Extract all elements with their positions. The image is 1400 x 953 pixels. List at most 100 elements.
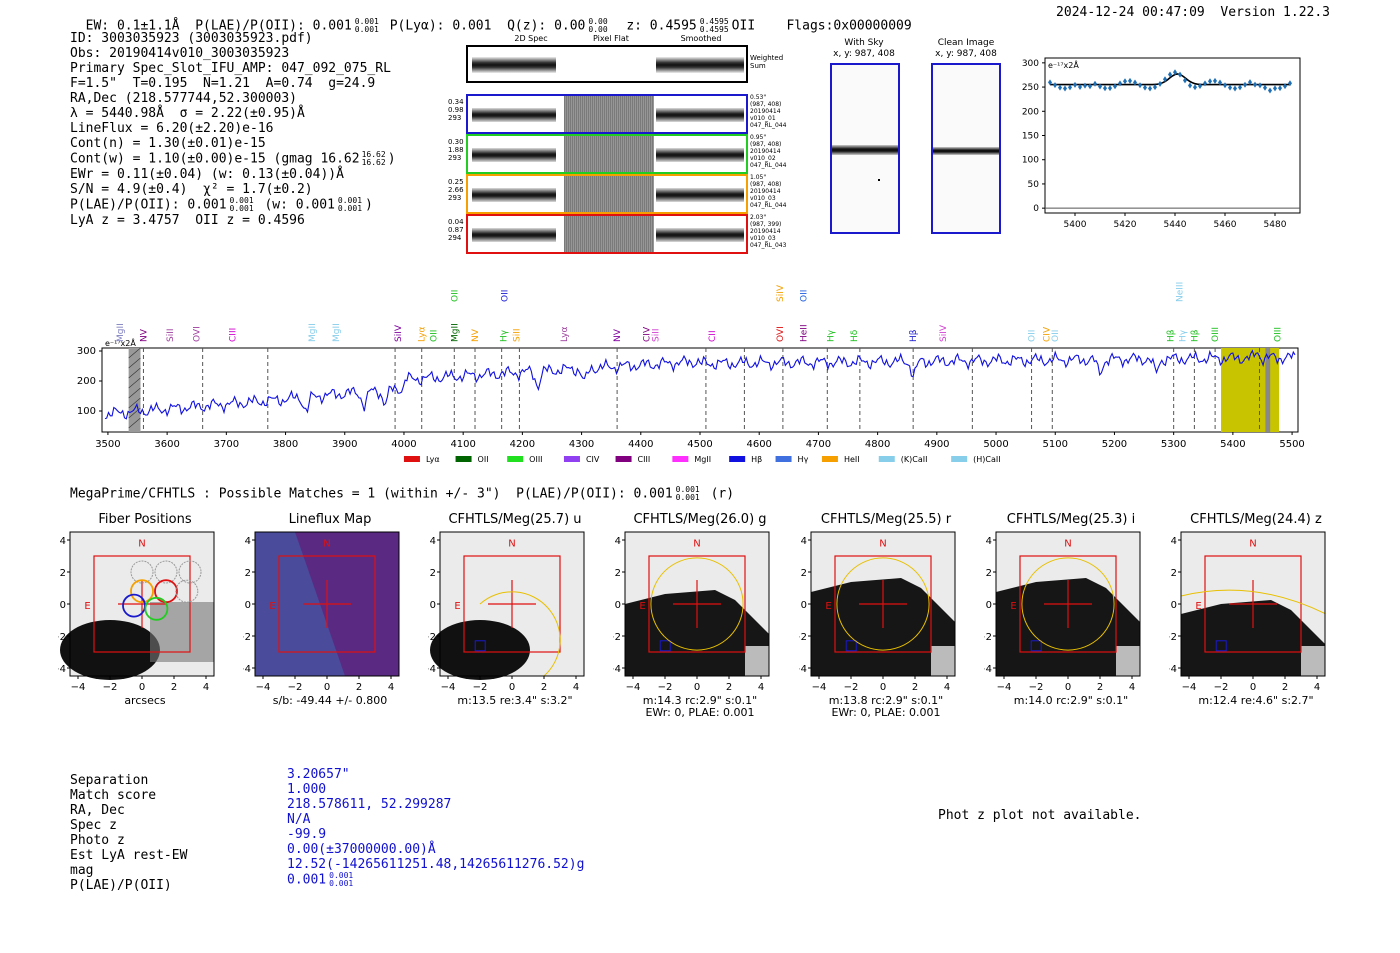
spectral-line-label: HeII	[800, 324, 810, 342]
cutout-xtick-label: −4	[997, 682, 1012, 693]
spec2d-meta: 20190414	[750, 108, 781, 115]
legend-label: Hγ	[798, 455, 809, 464]
zoom-data-point	[1163, 76, 1167, 83]
spec2d-meta: 20190414	[750, 148, 781, 155]
value-photo-z: -99.9	[287, 827, 327, 842]
zoom-data-point	[1253, 81, 1257, 88]
info-sn: S/N = 4.9(±0.4) χ² = 1.7(±0.2)	[70, 182, 313, 197]
spec2d-row-3	[466, 174, 748, 214]
spec2d-flat-strip	[564, 96, 654, 132]
spec2d-stat: 0.98	[448, 106, 464, 114]
zoom-ytick-label: 300	[1022, 59, 1039, 69]
zoom-data-point	[1248, 79, 1252, 86]
clean-trace	[933, 147, 999, 155]
zoom-data-point	[1083, 82, 1087, 89]
aperture-ellipse	[1180, 589, 1326, 615]
cutout-ytick-label: 0	[801, 600, 807, 611]
label-plae: P(LAE)/P(OII)	[70, 878, 172, 893]
cutout-ytick-label: 2	[245, 568, 251, 579]
spec2d-row-left-stats: 0.04 0.87 294	[448, 218, 464, 242]
spectral-line-label: CIV	[643, 326, 653, 342]
fiber-circle	[130, 560, 154, 584]
zoom-data-point	[1213, 77, 1217, 84]
edge-region	[931, 646, 955, 676]
zoom-data-point	[1188, 82, 1192, 89]
zoom-data-point	[1198, 82, 1202, 89]
cutout-panel-5: N E 4 −4 2 −2 0 0 −2 2 −4 4	[799, 531, 956, 693]
legend-swatch	[563, 456, 580, 462]
galaxy-blob	[625, 590, 769, 676]
compass-north: N	[693, 538, 700, 549]
header-flags: Flags:0x00000009	[786, 18, 912, 34]
spectral-line-label: OVI	[776, 326, 786, 342]
spec2d-row-right-meta: 1.05" (987, 408) 20190414 v010_03 047_RL_044	[750, 174, 794, 209]
cutout-caption-line: m:13.5 re:3.4" s:3.2"	[457, 694, 573, 707]
spectral-line-label: OIII	[1211, 327, 1221, 342]
cutout-xtick-label: −4	[256, 682, 271, 693]
aperture-box	[648, 555, 746, 653]
full-unit: e⁻¹⁷x2Å	[105, 337, 136, 348]
cutout-panel-7: N E 4 −4 2 −2 0 0 −2 2 −4 4	[1169, 531, 1326, 693]
info-obs: Obs: 20190414v010_3003035923	[70, 46, 290, 61]
cutout-title: Fiber Positions	[98, 512, 192, 527]
info-radec: RA,Dec (218.577744,52.300003)	[70, 91, 297, 106]
header-qz: Q(z): 0.00	[507, 18, 586, 34]
cutout-ytick-label: 0	[60, 600, 66, 611]
cutout-caption: m:13.5 re:3.4" s:3.2"	[430, 695, 600, 707]
cutout-title: CFHTLS/Meg(24.4) z	[1190, 512, 1322, 527]
cutout-caption-line: s/b: -49.44 +/- 0.800	[272, 694, 388, 707]
spec2d-2d-strip	[472, 228, 556, 242]
full-ytick-label: 300	[77, 346, 96, 357]
legend-label: MgII	[694, 455, 711, 464]
legend-label: (H)CaII	[973, 455, 1000, 464]
spectral-line-label: MgII	[116, 323, 126, 342]
spec2d-panel: 2D Spec Pixel Flat Smoothed Weighted Sum…	[448, 34, 793, 256]
spec2d-stat: 0.87	[448, 226, 464, 234]
legend-label: Lyα	[426, 455, 440, 464]
header-z-line: OII	[731, 18, 756, 34]
matches-line: MegaPrime/CFHTLS : Possible Matches = 1 …	[70, 486, 734, 502]
info-redshifts: LyA z = 3.4757 OII z = 0.4596	[70, 213, 305, 228]
cutout-ytick-label: −4	[428, 664, 436, 675]
spec2d-stat: 294	[448, 234, 462, 242]
spectral-line-label: Hγ	[1179, 329, 1189, 342]
spec2d-meta: 047_RL_044	[750, 202, 787, 209]
compass-north: N	[323, 538, 330, 549]
cutout-xtick-label: 2	[171, 682, 177, 693]
zoom-data-point	[1233, 85, 1237, 92]
spectral-line-label: Lyα	[418, 326, 428, 342]
zoom-frame	[1044, 57, 1301, 214]
zoom-data-point	[1168, 71, 1172, 78]
spec2d-meta: 047_RL_043	[750, 242, 787, 249]
cutout-ytick-label: 0	[245, 600, 251, 611]
info-slot: Primary Spec_Slot_IFU_AMP: 047_092_075_R…	[70, 61, 391, 76]
cutout-ytick-label: 2	[1171, 568, 1177, 579]
header-plya: P(Lyα): 0.001	[389, 18, 492, 34]
zoom-data-point	[1048, 79, 1052, 86]
header-qz-frac: 0.00 0.00	[588, 17, 608, 34]
cutout-caption: s/b: -49.44 +/- 0.800	[245, 695, 415, 707]
cutout-caption-line: m:13.8 rc:2.9" s:0.1"	[828, 694, 944, 707]
weighted-sum-box	[466, 45, 748, 83]
aperture-box	[834, 555, 932, 653]
spectral-line-label: Hβ	[909, 329, 919, 342]
zoom-data-point	[1203, 80, 1207, 87]
spectral-line-label: Hβ	[1167, 329, 1177, 342]
hatch-line	[128, 417, 141, 429]
spec2d-row-4	[466, 214, 748, 254]
zoom-data-point	[1138, 82, 1142, 89]
cutout-xtick-label: 4	[1129, 682, 1135, 693]
cutout-xtick-label: −2	[288, 682, 303, 693]
full-xtick-label: 4300	[569, 439, 594, 450]
header-datetime: 2024-12-24 00:47:09	[1056, 5, 1205, 20]
cutout-xtick-label: 0	[139, 682, 145, 693]
clean-title: Clean Image	[937, 38, 995, 48]
spec2d-stat: 293	[448, 114, 462, 122]
spectral-line-label: OVI	[193, 326, 203, 342]
cutout-ytick-label: −2	[1169, 632, 1177, 643]
compass-north: N	[1064, 538, 1071, 549]
cutout-ytick-label: −2	[984, 632, 992, 643]
value-mag: 12.52(-14265611251.48,14265611276.52)g	[287, 857, 585, 872]
info-plae: P(LAE)/P(OII): 0.001 0.001 0.001 (w: 0.001…	[70, 196, 373, 213]
full-xtick-label: 5500	[1279, 439, 1304, 450]
